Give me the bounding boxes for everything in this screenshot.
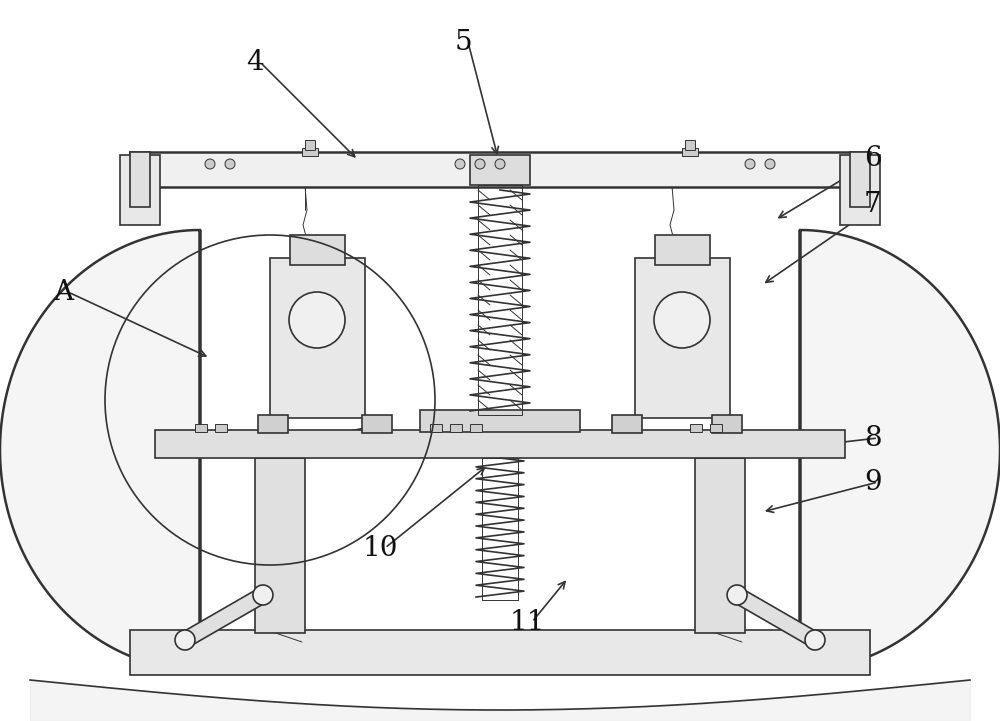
Bar: [712, 415, 742, 433]
Circle shape: [455, 159, 465, 169]
Text: 9: 9: [864, 469, 882, 495]
Circle shape: [225, 159, 235, 169]
Polygon shape: [181, 588, 267, 647]
Bar: [362, 415, 392, 433]
Bar: [430, 424, 442, 432]
Bar: [305, 140, 315, 150]
Bar: [130, 152, 150, 207]
Bar: [120, 155, 160, 225]
Bar: [840, 155, 880, 225]
Bar: [850, 152, 870, 207]
Circle shape: [495, 159, 505, 169]
Bar: [695, 458, 745, 633]
Bar: [290, 235, 345, 265]
Bar: [655, 235, 710, 265]
Bar: [195, 424, 207, 432]
Circle shape: [745, 159, 755, 169]
Bar: [302, 148, 318, 156]
Circle shape: [727, 585, 747, 605]
Bar: [255, 458, 305, 633]
Circle shape: [654, 292, 710, 348]
Circle shape: [475, 159, 485, 169]
Bar: [470, 424, 482, 432]
Circle shape: [289, 292, 345, 348]
Bar: [710, 424, 722, 432]
Bar: [482, 458, 518, 600]
Text: 4: 4: [246, 48, 264, 76]
Circle shape: [253, 585, 273, 605]
Text: A: A: [53, 278, 73, 306]
Text: 8: 8: [864, 425, 882, 451]
Bar: [635, 258, 730, 418]
Circle shape: [175, 630, 195, 650]
Bar: [682, 148, 698, 156]
Bar: [258, 415, 288, 433]
Text: 10: 10: [362, 534, 398, 562]
Bar: [130, 152, 870, 187]
Circle shape: [805, 630, 825, 650]
Bar: [420, 410, 580, 432]
Bar: [470, 155, 530, 185]
Bar: [270, 258, 365, 418]
Text: 5: 5: [454, 29, 472, 56]
Circle shape: [765, 159, 775, 169]
Bar: [215, 424, 227, 432]
Polygon shape: [800, 230, 1000, 670]
Bar: [155, 430, 845, 458]
Circle shape: [205, 159, 215, 169]
Bar: [478, 185, 522, 415]
Bar: [130, 630, 870, 675]
Bar: [690, 424, 702, 432]
Text: 7: 7: [864, 192, 882, 218]
Bar: [685, 140, 695, 150]
Polygon shape: [0, 230, 200, 670]
Bar: [612, 415, 642, 433]
Bar: [450, 424, 462, 432]
Text: 6: 6: [864, 144, 882, 172]
Text: 11: 11: [509, 609, 545, 635]
Polygon shape: [733, 588, 819, 647]
